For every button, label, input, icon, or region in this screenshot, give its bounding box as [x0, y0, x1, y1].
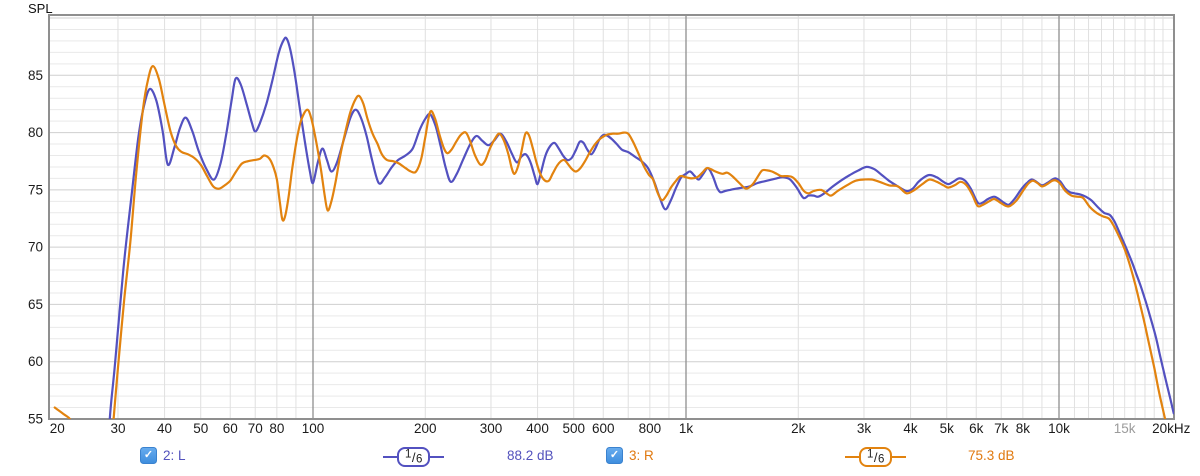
svg-text:200: 200	[414, 421, 437, 436]
smoothing-fraction: 1/6	[397, 447, 431, 467]
smoothing-fraction: 1/6	[859, 447, 893, 467]
svg-text:300: 300	[480, 421, 503, 436]
gridlines	[49, 15, 1174, 419]
svg-text:7k: 7k	[994, 421, 1009, 436]
svg-text:20: 20	[50, 421, 65, 436]
wire-left	[845, 456, 859, 458]
svg-text:85: 85	[28, 68, 43, 83]
svg-text:40: 40	[157, 421, 172, 436]
wire-right	[892, 456, 907, 458]
svg-text:500: 500	[562, 421, 585, 436]
svg-text:20kHz: 20kHz	[1152, 421, 1191, 436]
trace-2-label: 3: R	[629, 448, 654, 463]
plot-border	[48, 14, 1175, 420]
svg-text:6k: 6k	[969, 421, 984, 436]
trace-2-curve	[53, 65, 1167, 419]
svg-text:100: 100	[302, 421, 325, 436]
trace-1-label: 2: L	[163, 448, 186, 463]
svg-text:4k: 4k	[903, 421, 918, 436]
svg-text:30: 30	[110, 421, 125, 436]
checkbox-checked-icon[interactable]: ✓	[606, 447, 623, 464]
traces	[53, 36, 1174, 419]
spl-chart[interactable]: 55 60 65 70 75 80 85 20 30 40 50 60 70 80 100 200 300 400…	[0, 0, 1200, 444]
svg-text:10k: 10k	[1048, 421, 1070, 436]
svg-text:50: 50	[193, 421, 208, 436]
trace-2-readout: 75.3 dB	[968, 448, 1015, 463]
y-axis-labels: 55 60 65 70 75 80 85	[28, 68, 43, 427]
svg-text:8k: 8k	[1016, 421, 1031, 436]
svg-text:600: 600	[592, 421, 615, 436]
trace-legend-bar: ✓ 2: L 1/6 88.2 dB ✓ 3: R 1/6 75.3 dB	[0, 444, 1200, 474]
svg-text:80: 80	[28, 125, 43, 140]
svg-text:60: 60	[28, 354, 43, 369]
check-icon: ✓	[143, 449, 154, 461]
svg-text:15k: 15k	[1114, 421, 1136, 436]
svg-text:60: 60	[223, 421, 238, 436]
check-icon: ✓	[609, 449, 620, 461]
svg-text:5k: 5k	[940, 421, 955, 436]
x-axis-labels: 20 30 40 50 60 70 80 100 200 300 400 500 600 800 1k 2k 3…	[50, 421, 1191, 436]
svg-text:1k: 1k	[679, 421, 694, 436]
svg-text:55: 55	[28, 412, 43, 427]
svg-text:400: 400	[526, 421, 549, 436]
svg-text:70: 70	[28, 240, 43, 255]
svg-text:800: 800	[639, 421, 662, 436]
trace-1-toggle[interactable]: ✓ 2: L	[140, 447, 186, 464]
svg-text:80: 80	[269, 421, 284, 436]
checkbox-checked-icon[interactable]: ✓	[140, 447, 157, 464]
trace-2-smoothing-badge[interactable]: 1/6	[845, 447, 907, 467]
trace-1-smoothing-badge[interactable]: 1/6	[383, 447, 445, 467]
trace-1-curve	[108, 36, 1174, 419]
svg-text:2k: 2k	[791, 421, 806, 436]
trace-2-toggle[interactable]: ✓ 3: R	[606, 447, 654, 464]
svg-text:70: 70	[248, 421, 263, 436]
wire-right	[430, 456, 445, 458]
y-axis-title: SPL	[28, 1, 53, 16]
svg-text:75: 75	[28, 182, 43, 197]
svg-text:65: 65	[28, 297, 43, 312]
wire-left	[383, 456, 397, 458]
svg-text:3k: 3k	[857, 421, 872, 436]
trace-1-readout: 88.2 dB	[507, 448, 554, 463]
